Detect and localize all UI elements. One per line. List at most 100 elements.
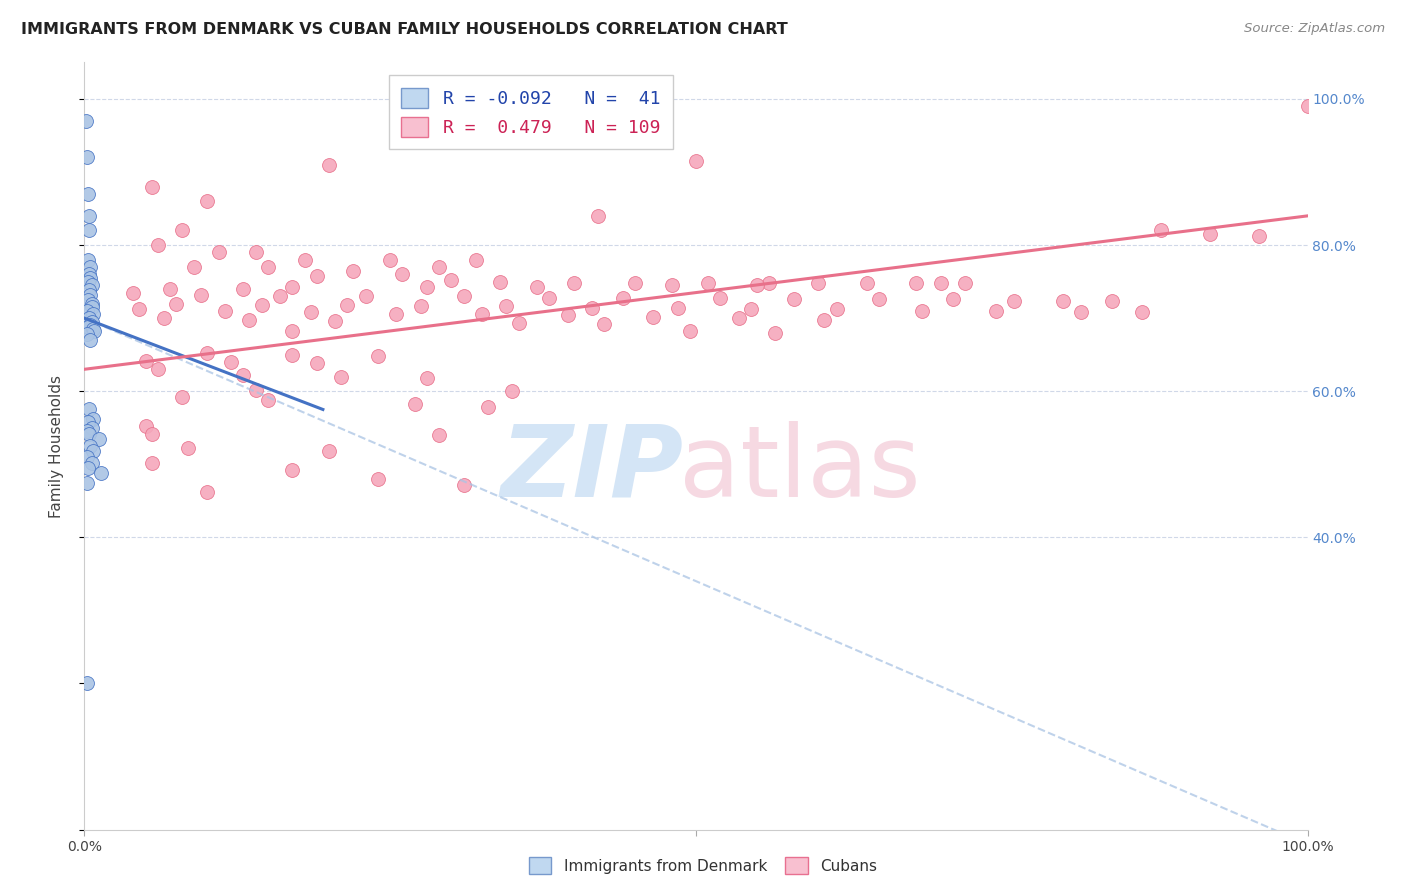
Point bbox=[195, 346, 218, 360]
Point bbox=[75, 114, 97, 128]
Text: Source: ZipAtlas.com: Source: ZipAtlas.com bbox=[1244, 22, 1385, 36]
Point bbox=[141, 179, 163, 194]
Text: ZIP: ZIP bbox=[501, 420, 683, 517]
Point bbox=[79, 271, 101, 285]
Point bbox=[1052, 293, 1074, 308]
Point bbox=[281, 324, 304, 338]
Point bbox=[869, 292, 891, 306]
Point bbox=[783, 292, 806, 306]
Point bbox=[128, 302, 150, 317]
Point bbox=[727, 311, 749, 326]
Point bbox=[281, 348, 304, 362]
Point bbox=[77, 461, 100, 475]
Point bbox=[159, 282, 181, 296]
Point bbox=[77, 415, 100, 429]
Point bbox=[77, 426, 100, 441]
Point bbox=[391, 268, 413, 282]
Point bbox=[557, 308, 579, 322]
Point bbox=[190, 287, 212, 301]
Point bbox=[141, 426, 163, 441]
Point bbox=[502, 384, 524, 399]
Point bbox=[758, 276, 780, 290]
Point bbox=[219, 355, 242, 369]
Point bbox=[79, 333, 101, 347]
Point bbox=[593, 317, 616, 331]
Point bbox=[342, 263, 364, 277]
Point bbox=[77, 284, 100, 298]
Point bbox=[90, 466, 112, 480]
Point bbox=[367, 349, 389, 363]
Point bbox=[82, 444, 104, 458]
Point bbox=[911, 303, 934, 318]
Point bbox=[666, 301, 689, 315]
Point bbox=[232, 282, 254, 296]
Point bbox=[76, 450, 98, 464]
Point bbox=[942, 292, 965, 306]
Point bbox=[77, 319, 100, 334]
Point bbox=[453, 477, 475, 491]
Point bbox=[709, 291, 731, 305]
Point bbox=[953, 276, 976, 290]
Point bbox=[79, 287, 101, 301]
Point bbox=[281, 280, 304, 294]
Point bbox=[294, 252, 316, 267]
Point bbox=[82, 308, 104, 322]
Point bbox=[77, 186, 100, 201]
Point bbox=[172, 223, 194, 237]
Point bbox=[77, 268, 100, 282]
Point bbox=[238, 312, 260, 326]
Point bbox=[141, 456, 163, 470]
Point bbox=[257, 260, 280, 274]
Point bbox=[195, 194, 218, 209]
Point bbox=[1132, 305, 1154, 319]
Point bbox=[856, 276, 879, 290]
Point bbox=[76, 303, 98, 318]
Point bbox=[661, 278, 683, 293]
Point bbox=[740, 302, 762, 317]
Point bbox=[367, 472, 389, 486]
Point bbox=[77, 223, 100, 237]
Point bbox=[929, 276, 952, 290]
Point bbox=[905, 276, 928, 290]
Point bbox=[299, 305, 322, 319]
Point bbox=[318, 444, 340, 458]
Point bbox=[624, 276, 647, 290]
Legend: R = -0.092   N =  41, R =  0.479   N = 109: R = -0.092 N = 41, R = 0.479 N = 109 bbox=[388, 75, 673, 149]
Point bbox=[1101, 293, 1123, 308]
Point bbox=[122, 285, 145, 300]
Point bbox=[323, 314, 346, 328]
Point bbox=[153, 311, 176, 326]
Point bbox=[305, 356, 328, 370]
Point bbox=[385, 307, 408, 321]
Point bbox=[807, 276, 830, 290]
Point bbox=[427, 260, 450, 274]
Point bbox=[165, 296, 187, 310]
Point bbox=[477, 401, 499, 415]
Point bbox=[1070, 305, 1092, 319]
Point bbox=[765, 326, 787, 340]
Point bbox=[1198, 227, 1220, 241]
Point bbox=[76, 475, 98, 490]
Point bbox=[195, 485, 218, 500]
Point bbox=[453, 289, 475, 303]
Point bbox=[79, 260, 101, 274]
Point bbox=[77, 402, 100, 417]
Point bbox=[562, 276, 585, 290]
Text: IMMIGRANTS FROM DENMARK VS CUBAN FAMILY HOUSEHOLDS CORRELATION CHART: IMMIGRANTS FROM DENMARK VS CUBAN FAMILY … bbox=[21, 22, 787, 37]
Point bbox=[643, 310, 665, 324]
Point bbox=[685, 154, 707, 169]
Point bbox=[747, 278, 769, 293]
Point bbox=[586, 209, 609, 223]
Point bbox=[172, 390, 194, 404]
Point bbox=[80, 315, 103, 329]
Point bbox=[135, 419, 157, 434]
Point bbox=[79, 318, 101, 333]
Point bbox=[208, 245, 231, 260]
Point bbox=[177, 441, 200, 455]
Point bbox=[83, 324, 105, 338]
Point bbox=[679, 324, 702, 338]
Point bbox=[984, 303, 1007, 318]
Point bbox=[146, 362, 169, 376]
Point bbox=[508, 316, 530, 330]
Point bbox=[80, 278, 103, 293]
